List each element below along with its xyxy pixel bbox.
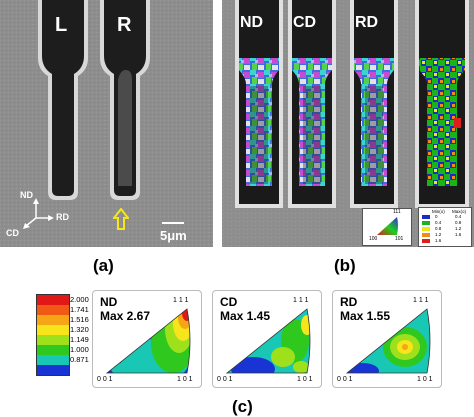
pole-figure-cd: CD Max 1.45 1 1 1 0 0 1 1 0 1 bbox=[212, 290, 322, 388]
ipf-key-left: 100 bbox=[369, 236, 378, 242]
arrow-up-icon bbox=[113, 208, 129, 230]
legend-max-value: 1.2 bbox=[455, 226, 462, 231]
label-R: R bbox=[117, 14, 132, 36]
legend-min-value: 0.8 bbox=[435, 226, 442, 231]
pf-nd-001: 0 0 1 bbox=[97, 376, 113, 383]
legend-swatch bbox=[422, 239, 430, 243]
pf-cd-max: Max 1.45 bbox=[220, 309, 271, 323]
colorbar-tick-label: 1.000 bbox=[70, 345, 89, 354]
colorbar-tick-label: 0.871 bbox=[70, 355, 89, 364]
ipf-key-right: 101 bbox=[395, 236, 404, 242]
legend-header-max: Max(o) bbox=[452, 209, 467, 214]
kam-map bbox=[415, 0, 469, 208]
caption-b: (b) bbox=[334, 256, 356, 275]
pole-figure-cd-plot bbox=[225, 308, 311, 374]
axis-cd: CD bbox=[6, 228, 19, 238]
legend-min-value: 0 bbox=[435, 214, 438, 219]
caption-c: (c) bbox=[232, 397, 253, 416]
colorbar-tick-label: 2.000 bbox=[70, 295, 89, 304]
scale-bar bbox=[162, 222, 184, 224]
legend-swatch bbox=[422, 221, 430, 225]
ipf-key-top: 111 bbox=[393, 209, 401, 215]
pf-nd-title: ND bbox=[100, 295, 118, 309]
map-label-cd: CD bbox=[293, 14, 317, 31]
pf-rd-title: RD bbox=[340, 295, 358, 309]
caption-a: (a) bbox=[93, 256, 114, 275]
ebsd-map-nd bbox=[235, 0, 283, 208]
legend-min-value: 0.4 bbox=[435, 220, 442, 225]
ebsd-maps bbox=[222, 0, 474, 247]
legend-max-value: 1.6 bbox=[455, 232, 462, 237]
ebsd-map-cd bbox=[288, 0, 336, 208]
pole-figure-nd: ND Max 2.67 1 1 1 0 0 1 1 0 1 bbox=[92, 290, 202, 388]
axis-rd: RD bbox=[56, 212, 69, 222]
colorbar-gradient bbox=[36, 294, 70, 376]
legend-swatch bbox=[422, 215, 430, 219]
pole-figure-rd-plot bbox=[345, 308, 431, 374]
pf-rd-101: 1 0 1 bbox=[417, 376, 433, 383]
pf-nd-111: 1 1 1 bbox=[173, 297, 189, 304]
colorbar-segment bbox=[37, 365, 69, 375]
colorbar-segment bbox=[37, 305, 69, 315]
ebsd-image-b: ND CD RD 111 100 101 Min(o) Max(o) 0 0.4 0… bbox=[222, 0, 474, 247]
map-label-rd: RD bbox=[355, 14, 379, 31]
legend-min-value: 1.6 bbox=[435, 238, 442, 243]
colorbar-segment bbox=[37, 345, 69, 355]
pf-cd-101: 1 0 1 bbox=[297, 376, 313, 383]
colorbar-segment bbox=[37, 355, 69, 365]
legend-header-min: Min(o) bbox=[432, 209, 445, 214]
pf-cd-title: CD bbox=[220, 295, 238, 309]
pf-rd-001: 0 0 1 bbox=[337, 376, 353, 383]
colorbar-tick-label: 1.149 bbox=[70, 335, 89, 344]
colorbar-tick-label: 1.741 bbox=[70, 305, 89, 314]
misorientation-legend: Min(o) Max(o) 0 0.4 0.4 0.8 0.8 1.2 1.2 1.6 1.6 bbox=[418, 207, 472, 247]
legend-max-value: 0.4 bbox=[455, 214, 462, 219]
colorbar-segment bbox=[37, 295, 69, 305]
pf-cd-001: 0 0 1 bbox=[217, 376, 233, 383]
ebsd-map-rd bbox=[350, 0, 398, 208]
axis-nd: ND bbox=[20, 190, 33, 200]
scale-bar-label: 5μm bbox=[160, 228, 187, 243]
legend-min-value: 1.2 bbox=[435, 232, 442, 237]
map-label-nd: ND bbox=[240, 14, 264, 31]
colorbar-tick-label: 1.320 bbox=[70, 325, 89, 334]
colorbar-tick-label: 1.516 bbox=[70, 315, 89, 324]
legend-swatch bbox=[422, 227, 430, 231]
legend-max-value: 0.8 bbox=[455, 220, 462, 225]
colorbar: 2.000 1.741 1.516 1.320 1.149 1.000 0.871 bbox=[36, 290, 106, 380]
label-L: L bbox=[55, 14, 68, 36]
pf-rd-111: 1 1 1 bbox=[413, 297, 429, 304]
pf-rd-max: Max 1.55 bbox=[340, 309, 391, 323]
pf-nd-101: 1 0 1 bbox=[177, 376, 193, 383]
colorbar-segment bbox=[37, 315, 69, 325]
pole-figure-rd: RD Max 1.55 1 1 1 0 0 1 1 0 1 bbox=[332, 290, 442, 388]
ipf-color-key: 111 100 101 bbox=[362, 208, 412, 246]
legend-swatch bbox=[422, 233, 430, 237]
axes-triad-icon bbox=[23, 198, 54, 229]
pole-figure-nd-plot bbox=[105, 308, 191, 374]
sem-image-a: L R ND RD CD 5μm bbox=[0, 0, 213, 247]
colorbar-segment bbox=[37, 335, 69, 345]
ipf-triangle-icon bbox=[377, 217, 398, 235]
colorbar-segment bbox=[37, 325, 69, 335]
pf-nd-max: Max 2.67 bbox=[100, 309, 151, 323]
pf-cd-111: 1 1 1 bbox=[293, 297, 309, 304]
